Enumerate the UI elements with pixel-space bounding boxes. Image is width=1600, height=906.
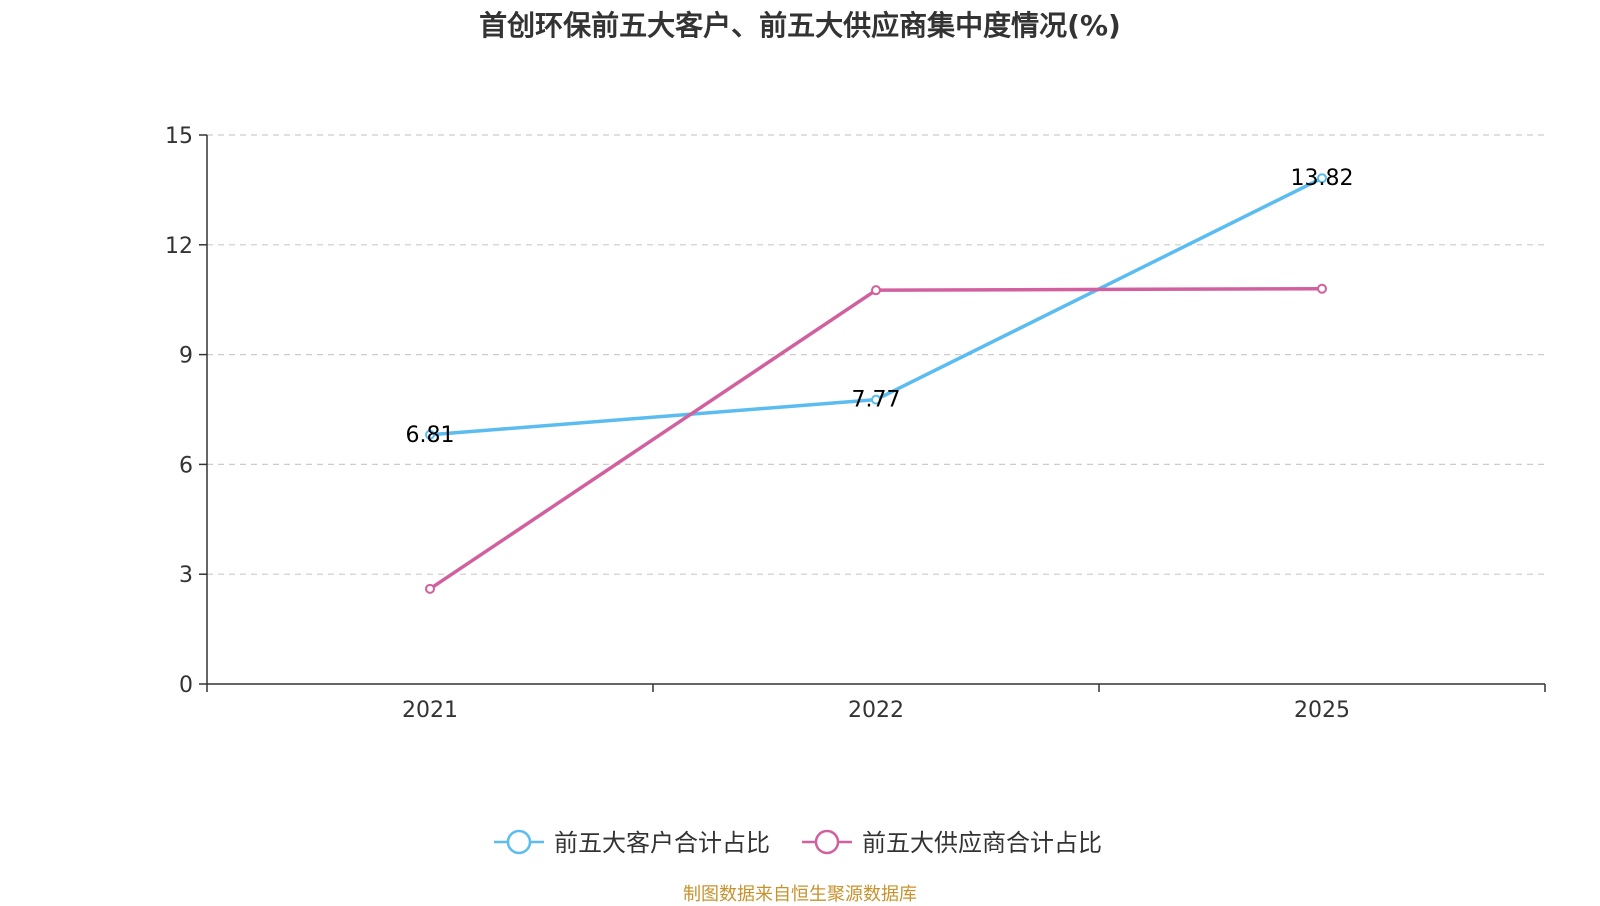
data-point bbox=[871, 285, 881, 296]
y-tick-label: 3 bbox=[179, 563, 193, 588]
x-tick-label: 2022 bbox=[848, 698, 904, 723]
data-label: 7.77 bbox=[852, 388, 901, 413]
data-label: 13.82 bbox=[1291, 166, 1354, 191]
legend: 前五大客户合计占比 前五大供应商合计占比 bbox=[494, 829, 1102, 857]
data-point bbox=[871, 394, 881, 405]
legend-marker bbox=[814, 829, 840, 855]
source-note: 制图数据来自恒生聚源数据库 bbox=[683, 884, 917, 905]
y-tick-label: 0 bbox=[179, 673, 193, 698]
y-tick-label: 15 bbox=[165, 124, 193, 149]
y-tick-label: 9 bbox=[179, 344, 193, 369]
data-label: 6.81 bbox=[406, 423, 455, 448]
y-tick-label: 12 bbox=[165, 234, 193, 259]
data-point bbox=[425, 429, 435, 440]
series-line-2 bbox=[429, 286, 1323, 591]
data-point bbox=[425, 583, 435, 594]
legend-label: 前五大供应商合计占比 bbox=[862, 829, 1102, 857]
data-point bbox=[1317, 173, 1327, 184]
x-tick-label: 2025 bbox=[1294, 698, 1350, 723]
line-chart: 0 3 6 9 12 15 2021 2022 2025 6.81 7.77 13.82 前五大客户… bbox=[165, 124, 1546, 857]
grid-lines bbox=[207, 134, 1545, 575]
data-labels: 6.81 7.77 13.82 bbox=[406, 166, 1354, 448]
y-tick-label: 6 bbox=[179, 453, 193, 478]
x-tick-label: 2021 bbox=[402, 698, 458, 723]
data-point bbox=[1317, 283, 1327, 294]
legend-marker bbox=[506, 829, 532, 855]
legend-label: 前五大客户合计占比 bbox=[554, 829, 770, 857]
series-group bbox=[425, 173, 1327, 594]
chart-title: 首创环保前五大客户、前五大供应商集中度情况(%) bbox=[479, 9, 1121, 42]
axes: 0 3 6 9 12 15 2021 2022 2025 bbox=[165, 124, 1546, 723]
